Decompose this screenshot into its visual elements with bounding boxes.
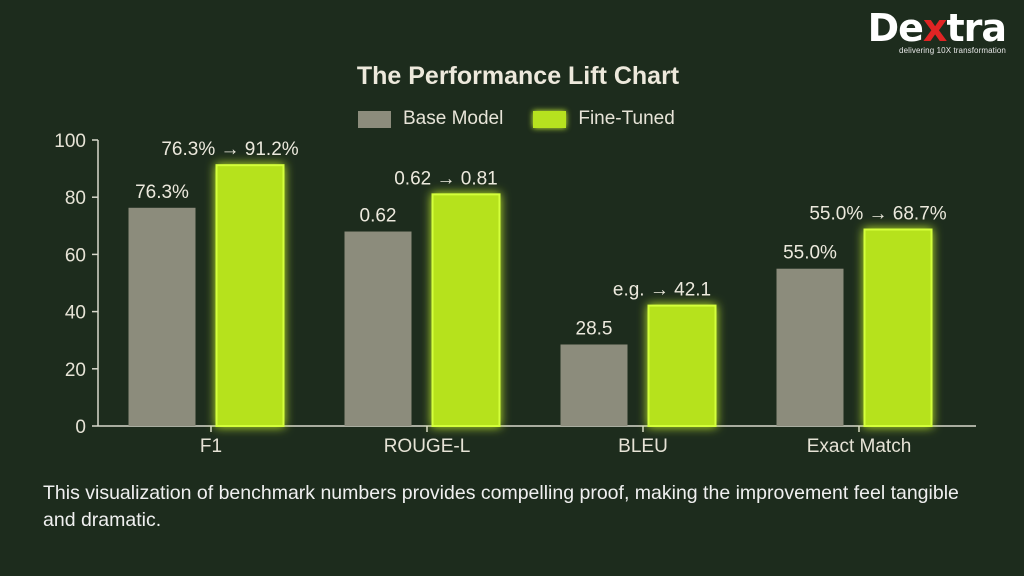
legend-label-fine-tuned: Fine-Tuned [578, 108, 675, 129]
bar-fine-tuned [215, 164, 285, 427]
bar-base-model [128, 207, 196, 426]
x-tick-label: Exact Match [807, 436, 912, 457]
data-label-fine-tuned: 0.62 → 0.81 [394, 168, 498, 189]
logo-word-x: x [922, 6, 947, 50]
data-label-fine-tuned: 76.3% → 91.2% [161, 139, 298, 160]
legend-label-base: Base Model [403, 108, 504, 129]
bar-fine-tuned [863, 228, 933, 427]
y-tick-label: 60 [65, 245, 86, 266]
bar-base-model [560, 344, 628, 426]
y-tick-label: 80 [65, 188, 86, 209]
data-label-base: 28.5 [576, 318, 613, 339]
y-tick-label: 100 [54, 131, 86, 152]
data-label-base: 55.0% [783, 243, 837, 264]
x-tick-label: F1 [200, 436, 222, 457]
legend-item-base: Base Model [358, 108, 503, 130]
y-tick-label: 0 [75, 417, 86, 438]
data-label-base: 76.3% [135, 182, 189, 203]
data-label-fine-tuned: e.g. → 42.1 [613, 280, 711, 301]
data-label-base: 0.62 [360, 206, 397, 227]
legend-swatch-fine-tuned [533, 110, 567, 128]
chart-title: The Performance Lift Chart [356, 62, 680, 90]
logo-word-start: De [867, 6, 924, 50]
chart-legend: Base Model Fine-Tuned [358, 108, 705, 130]
bar-base-model [344, 231, 412, 426]
logo-tagline: delivering 10X transformation [899, 46, 1006, 55]
bar-fine-tuned [647, 304, 717, 427]
bar-base-model [776, 268, 844, 426]
data-label-fine-tuned: 55.0% → 68.7% [809, 204, 946, 225]
legend-item-fine-tuned: Fine-Tuned [533, 108, 675, 130]
logo-word-end: tra [946, 6, 1007, 50]
x-tick-label: ROUGE-L [384, 436, 471, 457]
chart-caption: This visualization of benchmark numbers … [43, 482, 959, 531]
bar-fine-tuned [431, 193, 501, 427]
y-tick-label: 40 [65, 303, 86, 324]
logo-wordmark: Dextra [867, 6, 1007, 50]
x-tick-label: BLEU [618, 436, 668, 457]
legend-swatch-base [358, 110, 391, 128]
dextra-logo: Dextra delivering 10X transformation [867, 6, 1007, 55]
y-tick-label: 20 [65, 360, 86, 381]
